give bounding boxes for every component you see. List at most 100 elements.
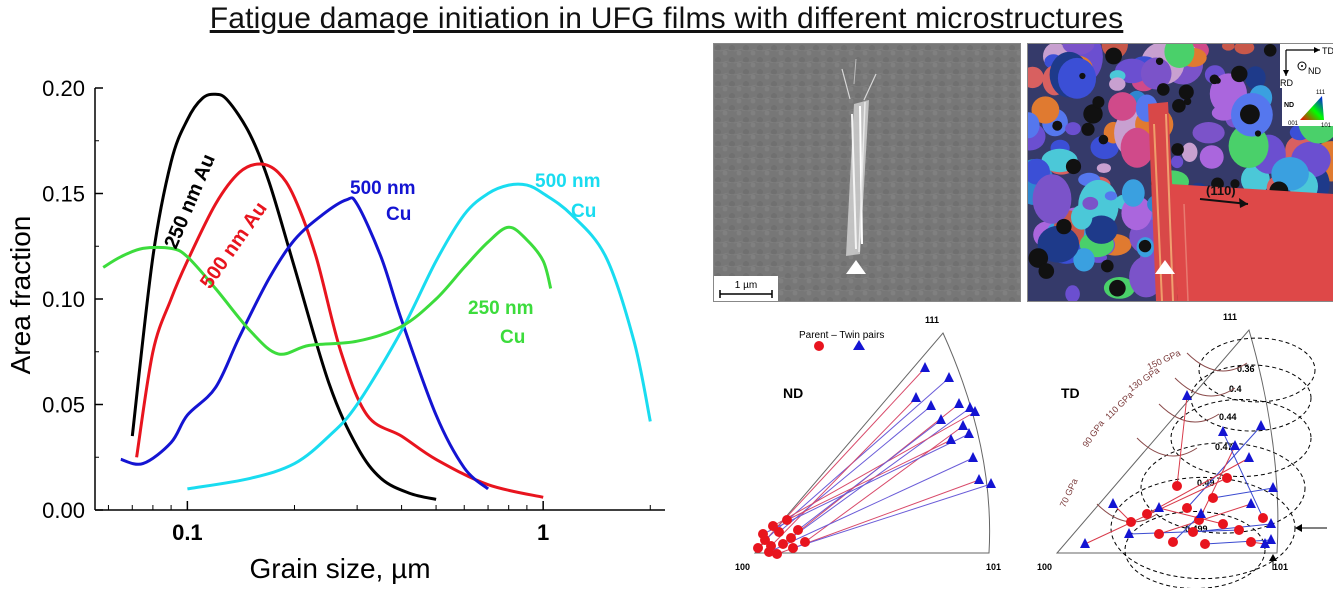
modulus-line: [1187, 353, 1247, 371]
twin-triangle: [944, 372, 954, 382]
twin-triangle: [1256, 420, 1266, 430]
twin-triangle: [911, 392, 921, 402]
annotation-500nm-cu-blue: 500 nm: [350, 178, 415, 199]
twin-triangle: [946, 434, 956, 444]
y-tick-label: 0.20: [42, 76, 85, 101]
twin-triangle: [1266, 534, 1276, 544]
ebsd-unindexed: [1081, 123, 1094, 136]
pair-line: [798, 420, 941, 530]
modulus-label: 90 GPa: [1080, 418, 1106, 449]
ebsd-grain: [1193, 122, 1225, 143]
ebsd-grain: [1033, 174, 1072, 223]
ebsd-unindexed: [1255, 130, 1261, 136]
y-axis-label: Area fraction: [5, 216, 36, 375]
y-tick-label: 0.15: [42, 182, 85, 207]
twin-triangle: [1182, 390, 1192, 400]
twin-triangle: [926, 400, 936, 410]
parent-dot: [1234, 525, 1244, 535]
twin-triangle: [958, 420, 968, 430]
twin-triangle: [954, 398, 964, 408]
annotation-250nm-cu: 250 nm: [468, 298, 533, 319]
annotation-500nm-cu-cyan: 500 nm: [535, 171, 600, 192]
ipf-key-111: 111: [1316, 90, 1326, 96]
parent-dot: [1222, 473, 1232, 483]
twin-triangle: [1244, 452, 1254, 462]
x-tick-label: 0.1: [172, 520, 203, 545]
pair-line: [773, 412, 975, 526]
y-tick-label: 0.10: [42, 287, 85, 312]
modulus-label: 110 GPa: [1103, 390, 1135, 422]
ebsd-unindexed: [1172, 99, 1186, 113]
ebsd-grain: [1200, 145, 1224, 169]
ebsd-unindexed: [1092, 96, 1104, 108]
contour-label: 0.4: [1229, 384, 1242, 394]
schmid-contour: [1171, 400, 1311, 477]
pair-line: [1213, 488, 1273, 498]
td-arrowhead-vertical: [1269, 554, 1277, 561]
ebsd-grain: [1122, 179, 1145, 207]
parent-dot: [782, 515, 792, 525]
chart-axes: [95, 88, 665, 510]
ebsd-grain: [1065, 122, 1081, 135]
ipf-nd-legend-text: Parent – Twin pairs: [799, 330, 884, 341]
ebsd-unindexed: [1105, 48, 1122, 65]
ebsd-unindexed: [1210, 75, 1220, 85]
twin-triangle: [1218, 426, 1228, 436]
parent-dot: [1208, 493, 1218, 503]
annotation-cu-blue: Cu: [386, 204, 411, 225]
parent-dot: [1246, 537, 1256, 547]
modulus-line: [1137, 438, 1197, 456]
twin-triangle: [986, 478, 996, 488]
pair-line: [791, 408, 970, 538]
ebsd-unindexed: [1240, 104, 1260, 124]
scalebar-label: 1 µm: [735, 280, 757, 291]
parent-dot: [788, 543, 798, 553]
ipf-td-corner-111: 111: [1223, 312, 1237, 322]
ipf-nd-corner-100: 100: [735, 562, 750, 572]
annotation-cu-green: Cu: [500, 327, 525, 348]
pair-line: [1147, 458, 1249, 514]
ebsd-map: (110) TD RD ND ND 111 001 101: [1027, 43, 1333, 302]
sem-image: 1 µm: [714, 44, 1020, 301]
parent-dot: [768, 521, 778, 531]
pair-line: [769, 458, 973, 552]
parent-dot: [772, 549, 782, 559]
modulus-label: 70 GPa: [1058, 477, 1080, 509]
ipf-key-label: ND: [1284, 102, 1294, 109]
parent-dot: [1142, 509, 1152, 519]
parent-dot: [753, 543, 763, 553]
ebsd-unindexed: [1109, 280, 1126, 297]
ipf-td-corner-100: 100: [1037, 562, 1052, 572]
parent-dot: [800, 537, 810, 547]
figure-title: Fatigue damage initiation in UFG films w…: [0, 2, 1333, 36]
schmid-contour: [1191, 365, 1311, 431]
ebsd-unindexed: [1056, 219, 1071, 234]
parent-dot: [1218, 519, 1228, 529]
sem-micrograph: 1 µm: [713, 43, 1021, 302]
contour-label: 0.44: [1219, 412, 1237, 422]
pair-line: [765, 378, 949, 540]
ebsd-unindexed: [1039, 263, 1055, 279]
ebsd-unindexed: [1264, 44, 1277, 57]
x-axis-label: Grain size, µm: [249, 553, 430, 584]
legend-twin-triangle: [853, 340, 865, 350]
series-line-0: [132, 94, 436, 499]
ebsd-unindexed: [1231, 66, 1247, 82]
modulus-line: [1159, 404, 1219, 422]
pair-line: [1177, 396, 1187, 486]
ebsd-unindexed: [1179, 85, 1194, 100]
ebsd-grain: [1105, 191, 1117, 200]
parent-dot: [1188, 527, 1198, 537]
annotation-500nm-au: 500 nm Au: [196, 198, 272, 293]
direction-label: (110): [1206, 183, 1236, 198]
parent-dot: [758, 529, 768, 539]
ebsd-unindexed: [1171, 143, 1184, 156]
ebsd-grain: [1058, 58, 1096, 99]
parent-dot: [1154, 529, 1164, 539]
parent-dot: [1126, 517, 1136, 527]
axis-nd-dot: [1301, 65, 1303, 67]
